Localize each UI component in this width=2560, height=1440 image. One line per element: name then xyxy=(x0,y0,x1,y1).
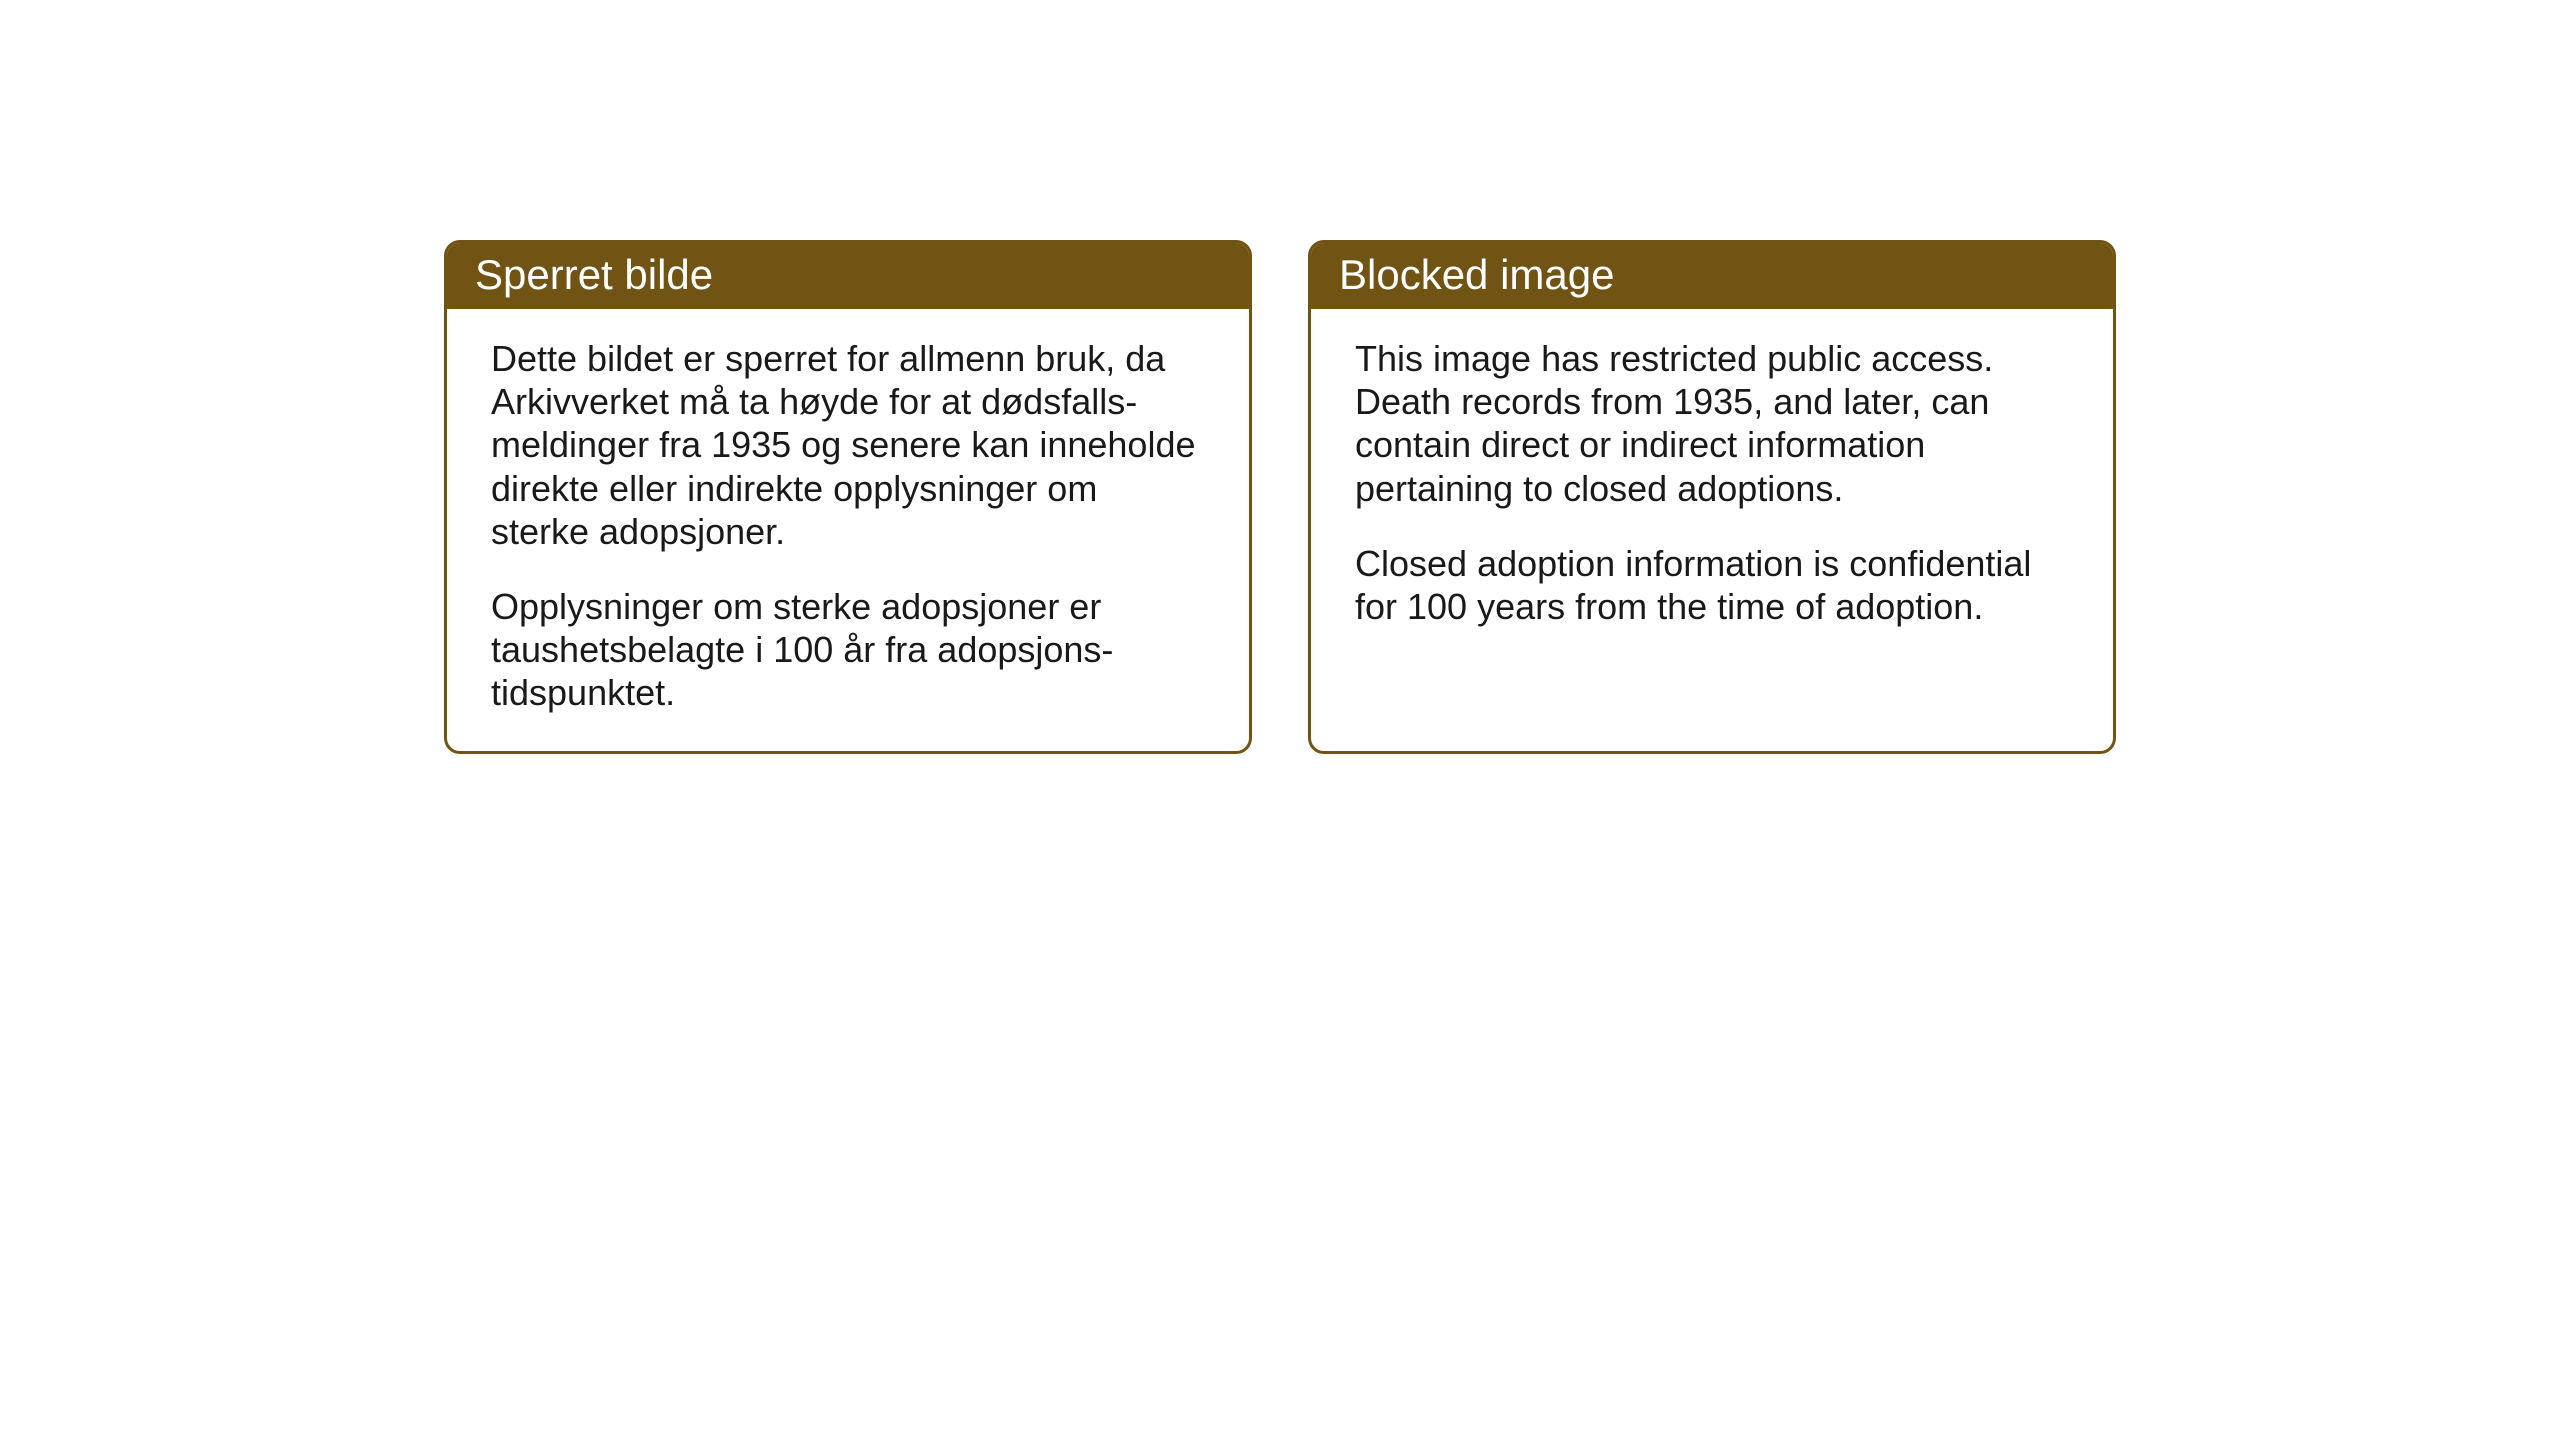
panel-norwegian-body: Dette bildet er sperret for allmenn bruk… xyxy=(447,309,1249,751)
panels-container: Sperret bilde Dette bildet er sperret fo… xyxy=(444,240,2116,754)
panel-english: Blocked image This image has restricted … xyxy=(1308,240,2116,754)
panel-norwegian-paragraph-2: Opplysninger om sterke adopsjoner er tau… xyxy=(491,585,1205,715)
panel-norwegian: Sperret bilde Dette bildet er sperret fo… xyxy=(444,240,1252,754)
panel-norwegian-paragraph-1: Dette bildet er sperret for allmenn bruk… xyxy=(491,337,1205,553)
panel-english-paragraph-2: Closed adoption information is confident… xyxy=(1355,542,2069,628)
panel-norwegian-header: Sperret bilde xyxy=(447,243,1249,309)
panel-english-header: Blocked image xyxy=(1311,243,2113,309)
panel-english-paragraph-1: This image has restricted public access.… xyxy=(1355,337,2069,510)
panel-english-body: This image has restricted public access.… xyxy=(1311,309,2113,664)
